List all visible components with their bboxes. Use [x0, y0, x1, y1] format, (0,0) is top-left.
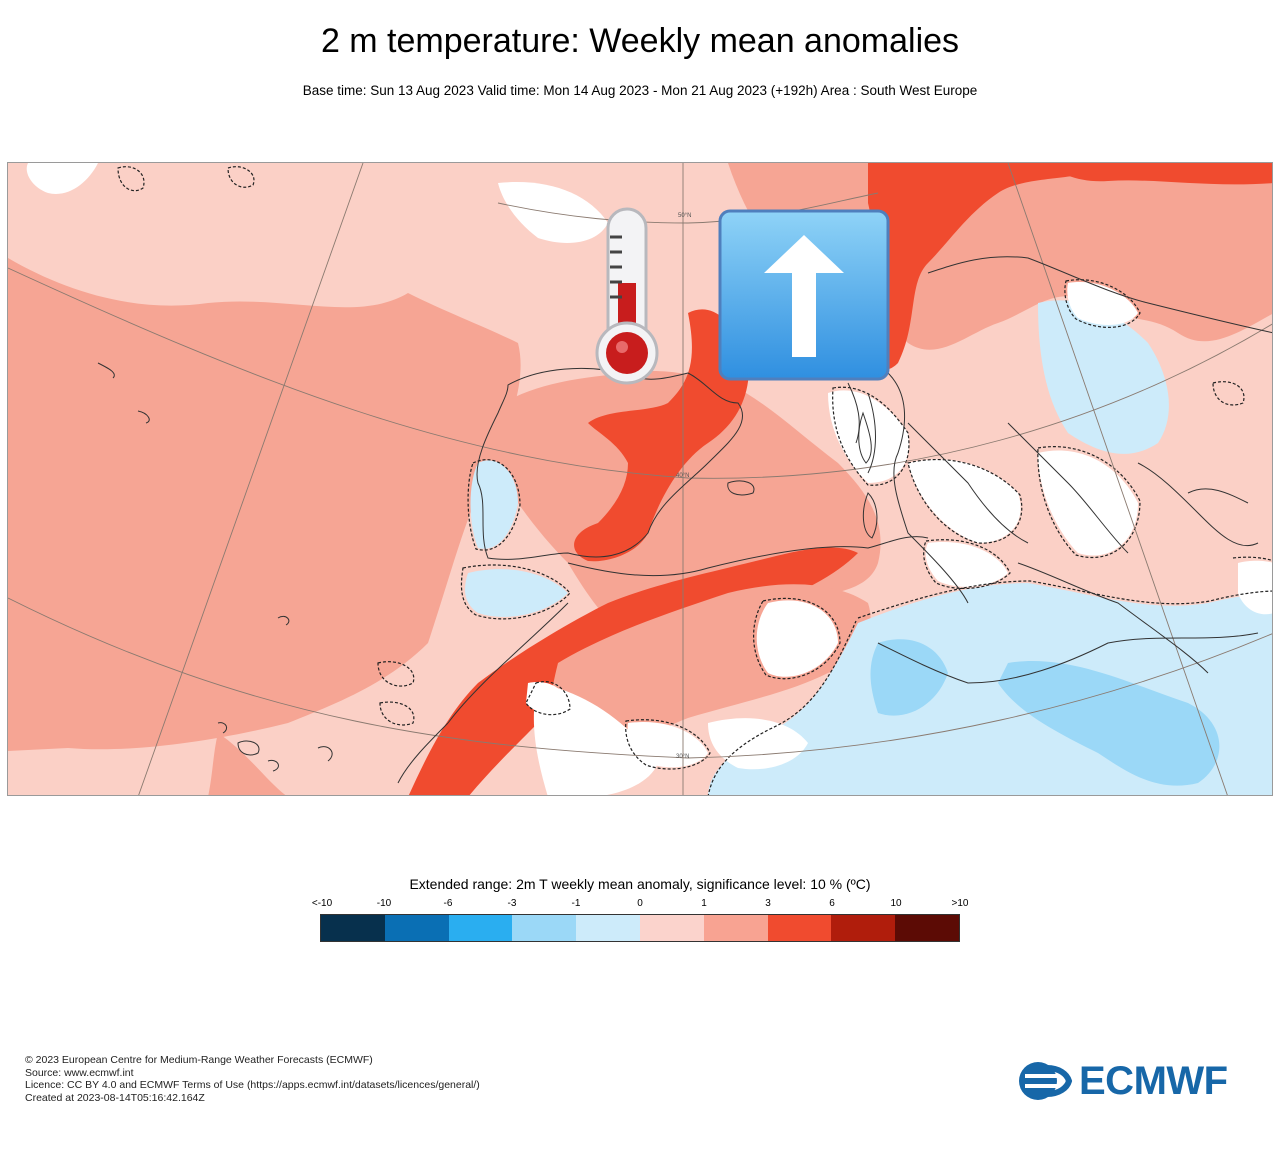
up-arrow-icon — [718, 209, 890, 381]
legend-tick: 0 — [637, 898, 643, 909]
source-text: Source: www.ecmwf.int — [25, 1066, 134, 1079]
legend-tick: <-10 — [311, 898, 333, 909]
thermometer-icon — [592, 207, 662, 385]
legend-tick: 6 — [829, 898, 835, 909]
atlantic-warm-region — [8, 258, 521, 751]
legend-swatch — [703, 915, 768, 941]
central-europe-hot-region — [868, 163, 1108, 370]
lat-label-50: 50°N — [678, 213, 691, 219]
chart-subtitle: Base time: Sun 13 Aug 2023 Valid time: M… — [302, 83, 978, 98]
legend-tick: -10 — [376, 898, 392, 909]
near-zero-patches — [26, 163, 1272, 795]
footer-credits: © 2023 European Centre for Medium-Range … — [25, 1054, 480, 1104]
copyright-text: © 2023 European Centre for Medium-Range … — [25, 1054, 373, 1066]
libya-cold-patch — [998, 661, 1220, 786]
atlantic-warm-region-lower — [208, 733, 286, 795]
chart-title: 2 m temperature: Weekly mean anomalies — [320, 22, 960, 60]
legend-swatch — [512, 915, 577, 941]
legend-title: Extended range: 2m T weekly mean anomaly… — [409, 876, 871, 892]
legend-swatch — [576, 915, 640, 941]
balkans-cool-region — [1038, 300, 1169, 454]
legend-swatch — [831, 915, 896, 941]
legend-swatch — [639, 915, 704, 941]
licence-text: Licence: CC BY 4.0 and ECMWF Terms of Us… — [25, 1079, 480, 1092]
legend-tick: -6 — [443, 898, 453, 909]
graticule — [8, 163, 1272, 795]
portugal-cool-region — [470, 460, 518, 549]
significance-contours — [117, 166, 1272, 795]
legend-swatch — [767, 915, 832, 941]
gibraltar-cool-region — [465, 569, 568, 617]
legend-tick: 10 — [890, 898, 902, 909]
ecmwf-logo-text: ECMWF — [1079, 1058, 1228, 1103]
iberia-hot-region — [574, 309, 749, 562]
legend-swatch — [448, 915, 513, 941]
scandinavia-hot-region — [1048, 163, 1272, 185]
legend-tick: 3 — [765, 898, 771, 909]
lat-label-40: 40°N — [676, 473, 689, 479]
lat-label-30: 30°N — [676, 754, 689, 760]
legend-tick: -1 — [571, 898, 581, 909]
coastlines — [97, 256, 1272, 784]
ecmwf-logo-mark — [1019, 1062, 1073, 1100]
ecmwf-logo: ECMWF — [1017, 1058, 1262, 1104]
legend-tick: -3 — [507, 898, 517, 909]
legend-ticks: <-10 -10 -6 -3 -1 0 1 3 6 10 >10 — [0, 898, 1280, 910]
legend-colorbar — [320, 914, 960, 942]
anomaly-map: 50°N 40°N 30°N — [7, 162, 1273, 796]
legend-tick: >10 — [951, 898, 969, 909]
created-text: Created at 2023-08-14T05:16:42.164Z — [25, 1091, 205, 1104]
legend-tick: 1 — [701, 898, 707, 909]
legend-swatch — [895, 915, 959, 941]
legend-swatch — [321, 915, 385, 941]
legend-swatch — [384, 915, 449, 941]
mediterranean-cold-patch — [870, 639, 948, 716]
